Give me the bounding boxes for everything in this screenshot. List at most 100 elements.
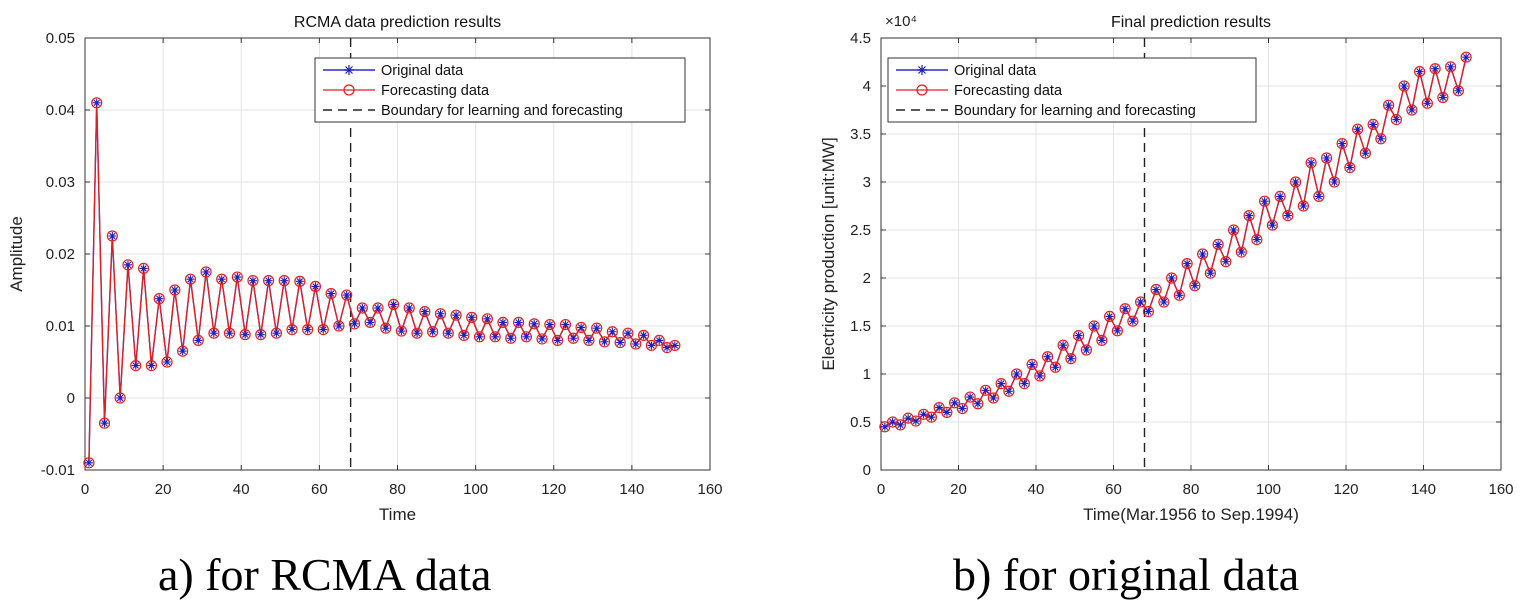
original-point xyxy=(1291,178,1300,186)
forecast-point xyxy=(1181,258,1193,270)
original-point xyxy=(663,343,672,352)
y-tick-label: 2.5 xyxy=(850,222,871,239)
original-point xyxy=(217,275,226,284)
original-point xyxy=(373,304,382,312)
forecast-point xyxy=(575,321,587,334)
original-point xyxy=(1066,354,1075,363)
forecast-point xyxy=(1073,330,1085,342)
original-point xyxy=(491,332,500,341)
forecast-point xyxy=(341,289,353,301)
original-point xyxy=(647,341,656,350)
original-point xyxy=(1438,93,1447,102)
x-tick-label: 80 xyxy=(389,481,406,498)
original-point xyxy=(553,336,562,345)
forecast-point xyxy=(419,306,431,318)
original-point xyxy=(186,275,195,284)
original-point xyxy=(1214,240,1223,249)
original-point xyxy=(989,394,998,402)
forecast-point xyxy=(434,308,447,320)
forecast-point xyxy=(278,275,290,287)
original-point xyxy=(1175,291,1184,300)
original-point xyxy=(1128,317,1137,326)
original-point xyxy=(225,329,234,338)
forecast-point xyxy=(442,327,454,339)
forecast-point xyxy=(505,332,517,344)
y-tick-label: 3.5 xyxy=(850,126,871,143)
forecast-point xyxy=(1065,353,1077,365)
original-point xyxy=(139,264,148,273)
legend: Original data Forecasting data Boundary fo… xyxy=(887,57,1257,123)
original-point xyxy=(1159,298,1168,306)
original-point xyxy=(958,404,967,413)
forecast-point xyxy=(512,316,525,328)
forecast-point xyxy=(247,275,259,287)
chart-final: 0 20 40 60 80 100 120 140 160 0 0.5 1 1.5 2 2.5 3 3.5 4 4.… xyxy=(819,13,1514,524)
original-point xyxy=(444,329,453,338)
original-point xyxy=(84,458,93,467)
original-point xyxy=(569,334,578,343)
forecast-point xyxy=(348,318,361,330)
original-point xyxy=(288,325,297,334)
forecast-point xyxy=(1406,104,1418,116)
forecast-point xyxy=(137,262,150,274)
forecast-point xyxy=(122,259,134,271)
original-point xyxy=(202,268,211,276)
forecast-point xyxy=(1228,224,1240,236)
y-tick-label: 2 xyxy=(863,270,871,287)
forecast-point xyxy=(956,402,968,415)
original-point xyxy=(514,318,523,327)
forecast-point xyxy=(380,322,392,334)
forecast-point xyxy=(1026,358,1038,370)
original-point xyxy=(1268,221,1277,230)
chart-title: RCMA data prediction results xyxy=(294,14,501,31)
forecast-point xyxy=(208,327,220,339)
forecast-point xyxy=(1049,361,1061,373)
axes-frame xyxy=(880,37,1502,471)
original-point xyxy=(1012,370,1021,378)
forecast-point xyxy=(1197,248,1209,260)
original-point xyxy=(1462,53,1471,62)
forecast-point xyxy=(995,378,1007,390)
original-point xyxy=(1090,322,1099,330)
forecast-point xyxy=(1274,190,1286,202)
axes-frame xyxy=(84,37,711,471)
forecast-point xyxy=(1166,272,1178,284)
original-point xyxy=(1105,312,1114,321)
original-point xyxy=(608,327,617,336)
x-tick-label: 80 xyxy=(1183,481,1200,498)
original-point xyxy=(1229,226,1238,234)
original-point xyxy=(319,325,328,334)
original-point xyxy=(1400,82,1409,90)
forecast-point xyxy=(497,316,509,328)
forecast-point xyxy=(972,398,984,410)
forecast-point xyxy=(1305,157,1317,169)
x-tick-label: 100 xyxy=(463,481,488,498)
forecast-point xyxy=(1398,80,1410,92)
forecast-point xyxy=(333,320,345,332)
legend-circle-marker xyxy=(343,84,355,96)
x-tick-label: 60 xyxy=(311,481,328,498)
forecast-point xyxy=(598,336,611,348)
forecast-point xyxy=(1080,344,1092,356)
forecast-point xyxy=(1034,370,1046,382)
x-tick-label: 120 xyxy=(541,481,566,498)
original-point xyxy=(1392,115,1401,124)
x-axis-label: Time xyxy=(379,505,416,524)
x-tick-label: 160 xyxy=(697,481,722,498)
y-tick-label: -0.01 xyxy=(41,462,75,479)
y-tick-label: 0.04 xyxy=(46,102,75,119)
original-point xyxy=(1314,192,1323,201)
forecast-point xyxy=(1383,99,1395,111)
forecast-point xyxy=(1057,339,1069,351)
legend-star-marker xyxy=(917,65,927,75)
forecast-point xyxy=(1414,65,1426,78)
original-point xyxy=(1245,211,1254,220)
caption-b: b) for original data xyxy=(953,549,1300,600)
forecast-point xyxy=(544,318,556,331)
original-point xyxy=(1136,298,1145,306)
forecast-point xyxy=(1359,147,1371,159)
y-tick-label: 0 xyxy=(863,462,871,479)
original-point xyxy=(334,322,343,330)
forecast-point xyxy=(559,318,572,331)
